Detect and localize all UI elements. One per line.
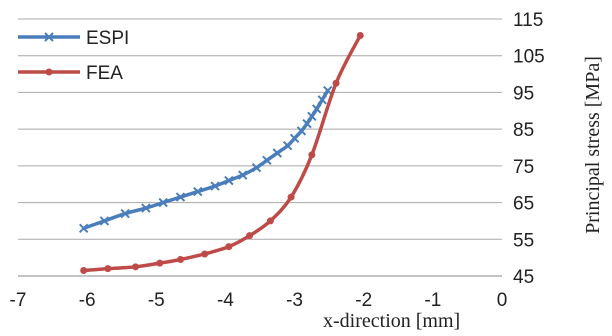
data-point-espi — [282, 140, 293, 151]
data-point-espi — [251, 162, 262, 173]
data-point-espi — [272, 148, 282, 158]
legend-marker-fea — [45, 68, 53, 76]
y-tick-labels: 45 55 65 75 85 95 105 115 — [513, 10, 545, 288]
x-axis-title: x-direction [mm] — [323, 310, 460, 332]
data-point-espi — [224, 175, 234, 186]
data-point-espi — [141, 203, 151, 213]
x-tick-label--1: -1 — [424, 290, 441, 311]
y-tick-label-45: 45 — [513, 267, 534, 288]
data-point-espi — [302, 118, 312, 129]
series-espi — [78, 85, 333, 233]
data-point-fea — [104, 265, 112, 273]
y-tick-label-65: 65 — [513, 194, 534, 215]
legend-label-fea: FEA — [86, 63, 123, 84]
legend-label-espi: ESPI — [86, 28, 129, 49]
series-line-fea — [81, 33, 363, 273]
y-tick-label-85: 85 — [513, 120, 534, 141]
data-point-fea — [246, 232, 254, 240]
data-point-fea — [356, 32, 364, 40]
legend: ESPI FEA — [18, 28, 129, 84]
data-point-fea — [176, 255, 184, 263]
data-point-espi — [78, 223, 89, 233]
y-tick-label-55: 55 — [513, 230, 534, 251]
data-point-fea — [287, 193, 295, 201]
x-tick-label--2: -2 — [355, 290, 372, 311]
data-point-fea — [132, 263, 140, 271]
y-axis-title: Principal stress [MPa] — [582, 56, 604, 234]
data-point-fea — [225, 243, 233, 251]
data-point-espi — [296, 126, 307, 136]
data-point-fea — [332, 79, 340, 87]
x-tick-label--4: -4 — [217, 290, 234, 311]
data-point-espi — [193, 186, 203, 197]
data-point-espi — [158, 197, 168, 208]
gridlines — [18, 18, 502, 277]
data-point-fea — [266, 217, 274, 225]
data-point-espi — [323, 85, 333, 96]
data-point-espi — [262, 155, 272, 166]
y-tick-label-105: 105 — [513, 47, 545, 68]
x-tick-label--3: -3 — [286, 290, 303, 311]
x-tick-label--7: -7 — [10, 290, 27, 311]
y-tick-label-115: 115 — [513, 10, 543, 31]
series-line-espi — [81, 88, 330, 231]
data-point-espi — [210, 181, 220, 191]
data-point-espi — [317, 95, 327, 105]
data-point-fea — [156, 259, 164, 267]
data-point-espi — [238, 170, 248, 180]
y-tick-label-75: 75 — [513, 157, 534, 178]
data-point-espi — [307, 111, 317, 122]
data-point-espi — [289, 133, 300, 144]
y-tick-label-95: 95 — [513, 83, 534, 104]
x-tick-labels: -7 -6 -5 -4 -3 -2 -1 0 — [10, 290, 508, 311]
data-point-fea — [201, 250, 209, 258]
data-point-espi — [311, 104, 322, 114]
legend-marker-espi — [44, 32, 54, 42]
data-point-espi — [99, 216, 110, 226]
x-tick-label-0: 0 — [497, 290, 508, 311]
data-point-espi — [175, 192, 186, 202]
series-layer — [78, 32, 364, 274]
data-point-fea — [308, 151, 316, 159]
x-tick-label--6: -6 — [79, 290, 96, 311]
series-fea — [80, 32, 364, 274]
data-point-fea — [80, 266, 88, 274]
x-tick-label--5: -5 — [148, 290, 165, 311]
data-point-espi — [120, 208, 130, 219]
